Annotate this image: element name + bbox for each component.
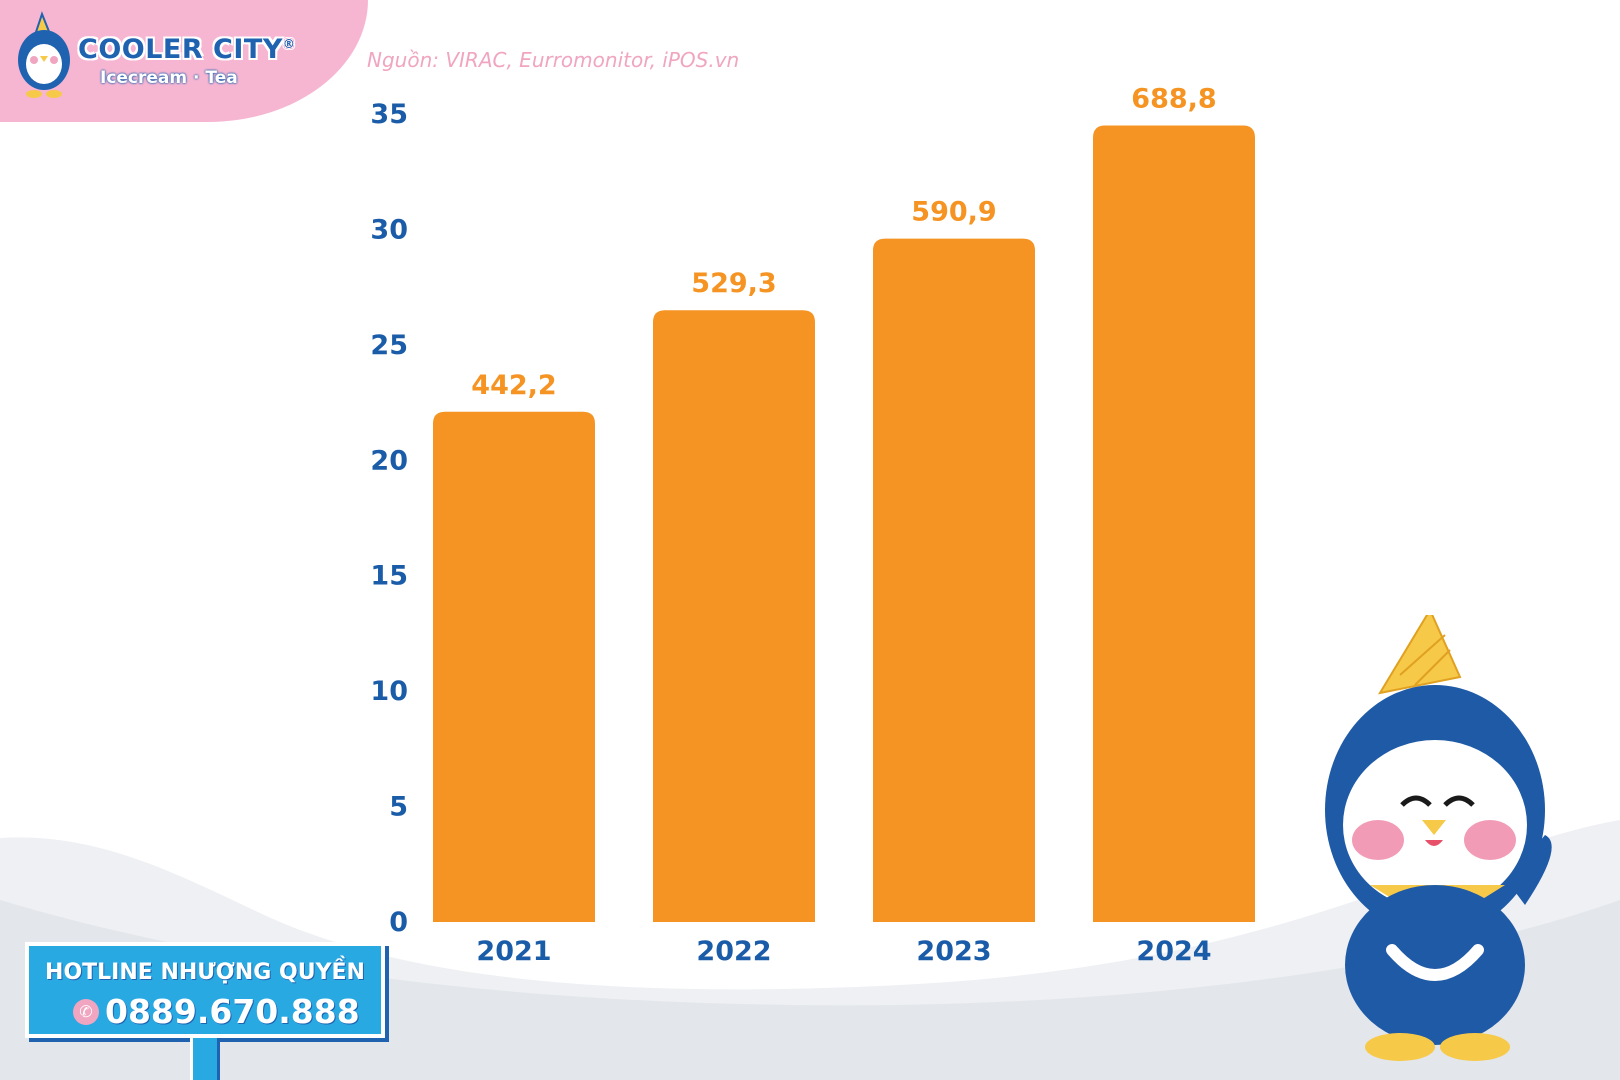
hotline-phone[interactable]: 0889.670.888 <box>105 992 360 1031</box>
data-label: 590,9 <box>911 197 996 228</box>
hotline-phone-row: ✆ 0889.670.888 <box>73 992 360 1031</box>
brand-name-text: COOLER CITY <box>78 34 283 65</box>
bar-2022 <box>653 310 815 922</box>
x-tick-label: 2022 <box>696 936 771 967</box>
penguin-logo-icon <box>18 11 70 98</box>
y-tick-label: 10 <box>370 676 408 707</box>
phone-icon: ✆ <box>73 998 99 1025</box>
y-tick-label: 5 <box>389 792 408 823</box>
sign-pole <box>190 1038 220 1080</box>
x-tick-label: 2021 <box>476 936 551 967</box>
y-tick-label: 30 <box>370 214 408 245</box>
bar-2021 <box>433 411 595 922</box>
x-tick-label: 2023 <box>916 936 991 967</box>
penguin-mascot <box>1325 615 1552 1061</box>
y-tick-label: 15 <box>370 561 408 592</box>
hotline-sign: HOTLINE NHƯỢNG QUYỀN ✆ 0889.670.888 <box>25 942 385 1038</box>
y-tick-label: 0 <box>389 907 408 938</box>
data-label: 688,8 <box>1131 84 1216 115</box>
y-tick-label: 25 <box>370 330 408 361</box>
y-tick-label: 35 <box>370 99 408 130</box>
brand-header: COOLER CITY® Icecream · Tea <box>0 0 368 122</box>
brand-tagline: Icecream · Tea <box>100 68 238 88</box>
y-tick-label: 20 <box>370 445 408 476</box>
x-tick-label: 2024 <box>1136 936 1211 967</box>
brand-name: COOLER CITY® <box>78 34 295 65</box>
registered-mark: ® <box>282 37 296 51</box>
bar-2023 <box>873 238 1035 923</box>
hotline-title: HOTLINE NHƯỢNG QUYỀN <box>45 960 365 985</box>
data-label: 529,3 <box>691 268 776 299</box>
source-note: Nguồn: VIRAC, Eurromonitor, iPOS.vn <box>367 48 740 72</box>
bar-2024 <box>1093 125 1255 923</box>
data-label: 442,2 <box>471 370 556 401</box>
